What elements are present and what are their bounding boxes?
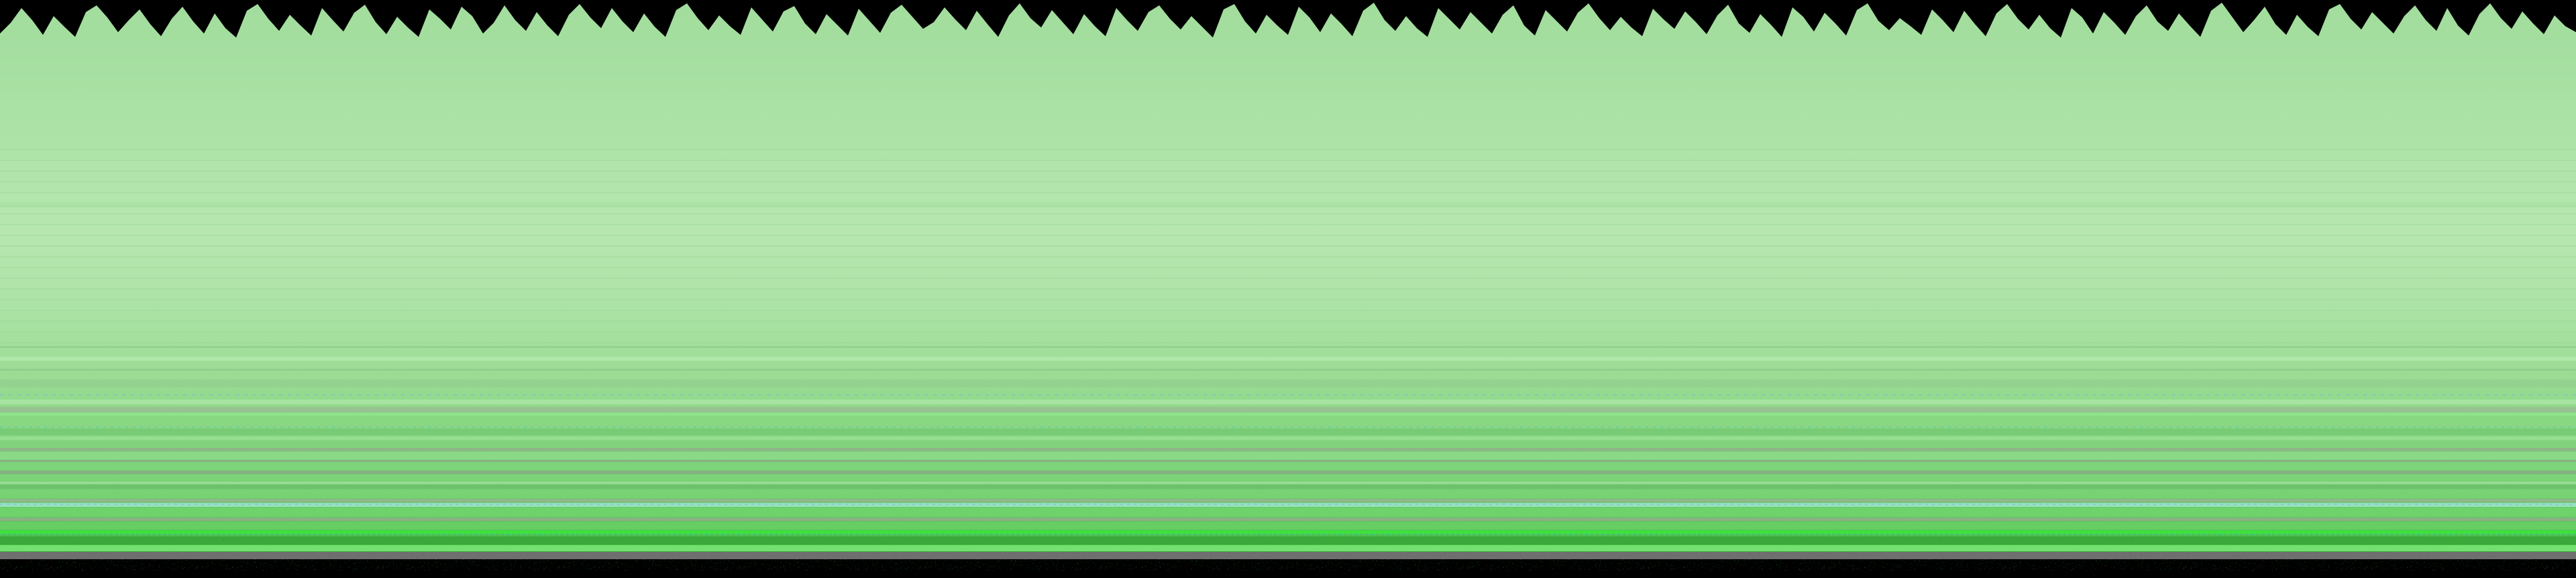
dither-noise-bands xyxy=(0,288,2576,577)
